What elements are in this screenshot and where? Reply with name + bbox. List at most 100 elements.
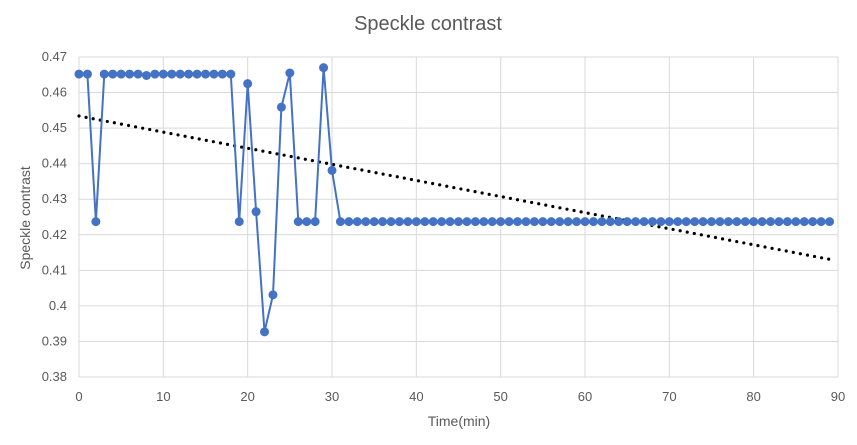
data-point <box>133 69 143 79</box>
data-point <box>411 217 421 227</box>
data-point <box>158 69 168 79</box>
data-point <box>310 217 320 227</box>
data-point <box>226 69 236 79</box>
data-point <box>690 217 700 227</box>
data-point <box>673 217 683 227</box>
data-point <box>572 217 582 227</box>
data-point <box>217 69 227 79</box>
data-point <box>529 217 539 227</box>
data-point <box>639 217 649 227</box>
data-point <box>749 217 759 227</box>
data-point <box>260 327 270 337</box>
y-axis-label: Speckle contrast <box>17 166 33 270</box>
data-point <box>91 217 101 227</box>
series-line <box>79 66 830 333</box>
x-tick-label: 40 <box>409 389 423 404</box>
data-point <box>656 217 666 227</box>
data-point <box>538 217 548 227</box>
data-point <box>782 217 792 227</box>
data-series <box>74 63 835 337</box>
data-point <box>546 217 556 227</box>
tick-labels: 0.38 0.39 0.4 0.41 0.42 0.43 0.44 0.45 0.46 0.47 0… <box>42 49 846 404</box>
data-point <box>192 69 202 79</box>
data-point <box>774 217 784 227</box>
data-point <box>403 217 413 227</box>
x-axis-label: Time(min) <box>428 413 490 429</box>
data-point <box>580 217 590 227</box>
data-point <box>335 217 345 227</box>
data-point <box>150 69 160 79</box>
x-tick-label: 30 <box>325 389 339 404</box>
y-tick-label: 0.39 <box>42 333 67 348</box>
data-point <box>622 217 632 227</box>
data-point <box>243 79 253 89</box>
x-tick-label: 20 <box>240 389 254 404</box>
y-tick-label: 0.38 <box>42 369 67 384</box>
data-point <box>234 217 244 227</box>
data-point <box>664 217 674 227</box>
data-point <box>352 217 362 227</box>
x-tick-label: 80 <box>746 389 760 404</box>
data-point <box>276 102 286 112</box>
data-point <box>791 217 801 227</box>
data-point <box>184 69 194 79</box>
data-point <box>319 63 329 73</box>
data-point <box>513 217 523 227</box>
data-point <box>681 217 691 227</box>
data-point <box>487 217 497 227</box>
data-point <box>698 217 708 227</box>
x-tick-label: 10 <box>156 389 170 404</box>
data-point <box>563 217 573 227</box>
data-point <box>293 217 303 227</box>
data-point <box>369 217 379 227</box>
data-point <box>732 217 742 227</box>
data-point <box>454 217 463 227</box>
data-point <box>588 217 598 227</box>
data-point <box>437 217 447 227</box>
data-point <box>201 69 210 79</box>
data-point <box>108 69 118 79</box>
data-point <box>757 217 767 227</box>
data-point <box>808 217 818 227</box>
data-point <box>647 217 657 227</box>
data-point <box>445 217 455 227</box>
data-point <box>116 69 126 79</box>
data-point <box>285 68 295 78</box>
x-tick-label: 50 <box>493 389 507 404</box>
data-point <box>167 69 177 79</box>
data-point <box>816 217 826 227</box>
data-point <box>521 217 531 227</box>
data-point <box>462 217 472 227</box>
data-point <box>344 217 354 227</box>
gridlines <box>78 56 839 378</box>
data-point <box>386 217 396 227</box>
y-tick-label: 0.45 <box>42 120 67 135</box>
data-point <box>504 217 514 227</box>
data-point <box>825 217 835 227</box>
chart-title: Speckle contrast <box>354 13 502 35</box>
data-point <box>361 217 371 227</box>
y-tick-label: 0.41 <box>42 262 67 277</box>
data-point <box>175 69 185 79</box>
data-point <box>740 217 750 227</box>
data-point <box>141 70 151 80</box>
data-point <box>302 217 312 227</box>
data-point <box>799 217 809 227</box>
linear-trendline <box>77 114 832 261</box>
y-tick-label: 0.42 <box>42 227 67 242</box>
y-tick-label: 0.4 <box>49 298 67 313</box>
data-point <box>631 217 641 227</box>
x-tick-label: 60 <box>578 389 592 404</box>
data-point <box>268 290 278 300</box>
y-tick-label: 0.44 <box>42 156 67 171</box>
data-point <box>394 217 404 227</box>
data-point <box>766 217 776 227</box>
x-tick-label: 90 <box>831 389 845 404</box>
x-tick-label: 0 <box>75 389 82 404</box>
data-point <box>555 217 565 227</box>
y-tick-label: 0.46 <box>42 85 67 100</box>
x-tick-label: 70 <box>662 389 676 404</box>
data-point <box>209 69 219 79</box>
data-point <box>428 217 438 227</box>
